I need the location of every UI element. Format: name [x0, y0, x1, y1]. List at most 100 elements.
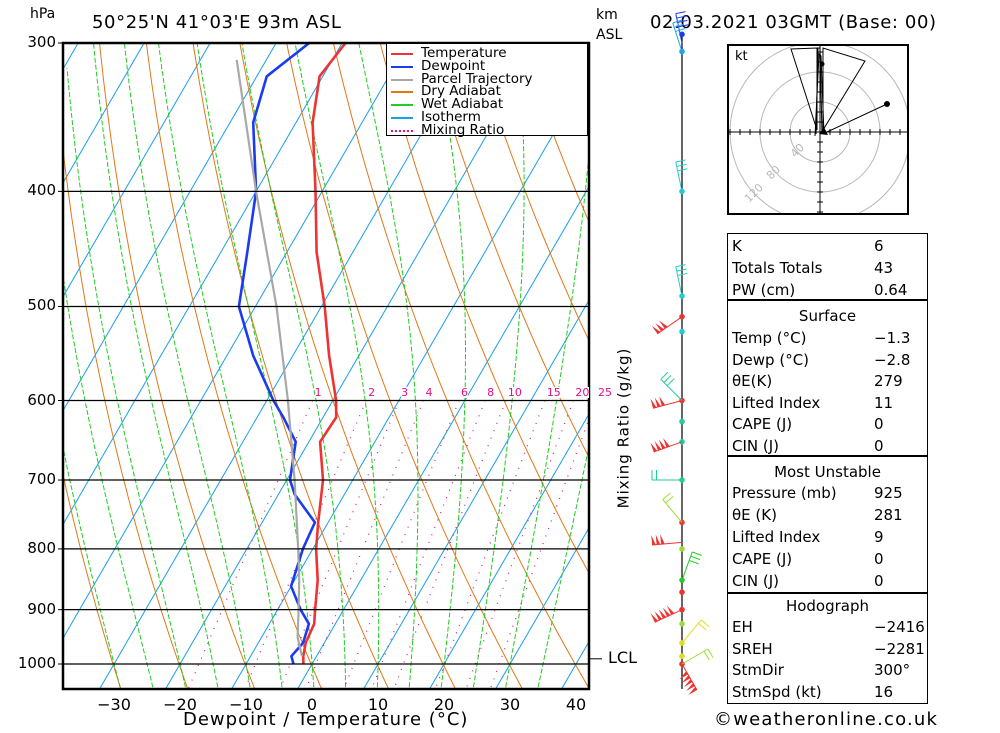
surface-section-title: Surface — [798, 307, 857, 325]
indices-general-box: K 6 Totals Totals 43 PW (cm) 0.64 — [727, 233, 928, 300]
index-value: 9 — [874, 528, 884, 546]
dry-adiabat-line — [286, 43, 524, 689]
wind-level-marker — [679, 653, 685, 660]
x-tick-label: 30 — [499, 695, 521, 714]
hodograph-segment — [790, 47, 818, 131]
mixing-ratio-label: 20 — [575, 385, 590, 399]
index-label: Dewp (°C) — [732, 350, 810, 369]
index-value: 0 — [874, 572, 884, 590]
height-unit-label-asl: ASL — [596, 27, 623, 43]
dry-adiabat-line — [63, 472, 122, 689]
wind-level-marker — [679, 546, 685, 552]
isotherm-line — [63, 43, 277, 412]
wind-barb — [660, 371, 683, 401]
isotherm-line — [63, 43, 145, 184]
wind-barb — [675, 159, 688, 192]
index-label: Lifted Index — [732, 393, 821, 412]
index-label: K — [732, 237, 742, 255]
legend-label: Dewpoint — [421, 57, 486, 74]
index-label: Temp (°C) — [732, 329, 807, 347]
wet-adiabat-line — [433, 43, 466, 689]
wind-level-marker — [679, 589, 685, 595]
legend-swatch — [391, 53, 413, 55]
y-tick-label: 800 — [27, 538, 56, 557]
legend-swatch — [391, 91, 413, 94]
most-unstable-section-title: Most Unstable — [774, 463, 881, 481]
wind-barb — [650, 605, 683, 623]
mixing-ratio-label: 8 — [487, 385, 495, 399]
dewpoint-profile-line — [237, 43, 317, 665]
wind-barb — [675, 11, 689, 44]
isotherm-line — [63, 43, 409, 640]
wet-adiabat-line — [123, 43, 251, 689]
y-tick-label: 900 — [27, 599, 56, 618]
legend-label: Mixing Ratio — [421, 121, 505, 138]
wet-adiabat-line — [358, 43, 419, 689]
wet-adiabat-line — [294, 43, 380, 689]
wind-barb — [675, 264, 688, 297]
mixing-ratio-line — [393, 400, 507, 689]
wind-barb — [681, 619, 710, 644]
indices-hodograph-box: Hodograph EH −2416 SREH −2281 StmDir 300° StmS… — [727, 593, 928, 704]
dry-adiabat-line — [239, 43, 457, 689]
y-tick-label: 400 — [27, 181, 56, 200]
wet-adiabat-line — [157, 43, 283, 689]
wind-level-marker — [679, 328, 685, 335]
index-label: StmDir — [732, 661, 784, 679]
index-value: 0 — [874, 415, 884, 433]
dry-adiabat-line — [192, 43, 390, 689]
index-value: 0 — [874, 436, 884, 455]
chart-legend: Temperature Dewpoint Parcel Trajectory Dry … — [386, 43, 588, 138]
wind-level-marker — [679, 620, 685, 627]
x-tick-label: −20 — [163, 695, 197, 714]
legend-swatch — [391, 104, 413, 107]
hodograph-point — [819, 61, 825, 67]
isotherm-line — [0, 17, 28, 695]
hodograph-ring-label: 80 — [764, 163, 783, 182]
wind-barb — [662, 492, 683, 523]
hodograph-storm-motion — [826, 103, 888, 133]
mixing-ratio-label: 4 — [425, 385, 433, 399]
isotherm-line — [63, 43, 211, 298]
mixing-ratio-axis-title: Mixing Ratio (g/kg) — [614, 347, 633, 509]
y-tick-label: 1000 — [17, 654, 56, 672]
index-value: 0 — [874, 550, 884, 568]
x-tick-label: −30 — [97, 695, 131, 714]
legend-label: Dry Adiabat — [421, 83, 501, 100]
lcl-label: LCL — [608, 648, 637, 667]
dry-adiabat-line — [379, 43, 589, 575]
wet-adiabat-line — [66, 68, 187, 689]
wind-barb — [651, 534, 683, 546]
isotherm-line — [63, 43, 79, 71]
y-tick-label: 500 — [27, 296, 56, 315]
index-label: θE(K) — [732, 372, 773, 390]
wet-adiabat-line — [537, 443, 589, 689]
isotherm-line — [296, 185, 589, 689]
index-value: 279 — [874, 372, 903, 390]
indices-surface-box: Surface Temp (°C) −1.3 Dewp (°C) −2.8 θE(K) 2… — [727, 300, 928, 456]
mixing-ratio-line — [489, 417, 589, 689]
index-label: Pressure (mb) — [732, 484, 837, 502]
wind-barb — [650, 438, 683, 453]
dry-adiabat-line — [145, 43, 323, 689]
isotherm-line — [362, 299, 589, 689]
wind-level-marker — [679, 418, 685, 425]
legend-label: Parcel Trajectory — [421, 70, 533, 87]
y-tick-label: 600 — [27, 390, 56, 409]
dry-adiabat-line — [332, 43, 589, 689]
wind-barb — [650, 396, 683, 409]
isotherm-line — [98, 43, 475, 689]
index-value: 6 — [874, 237, 884, 255]
mixing-ratio-label: 6 — [461, 385, 468, 399]
parcel-trajectory-line — [235, 59, 304, 657]
wind-barb — [651, 316, 683, 335]
wind-barb — [651, 470, 682, 481]
hodograph-section-title: Hodograph — [785, 597, 870, 615]
index-label: Totals Totals — [732, 259, 823, 277]
wind-barb — [681, 551, 702, 581]
legend-label: Isotherm — [421, 109, 481, 125]
index-value: 925 — [874, 484, 903, 502]
x-tick-label: 20 — [433, 695, 455, 714]
wind-barb — [681, 648, 714, 665]
index-value: 43 — [874, 259, 894, 277]
